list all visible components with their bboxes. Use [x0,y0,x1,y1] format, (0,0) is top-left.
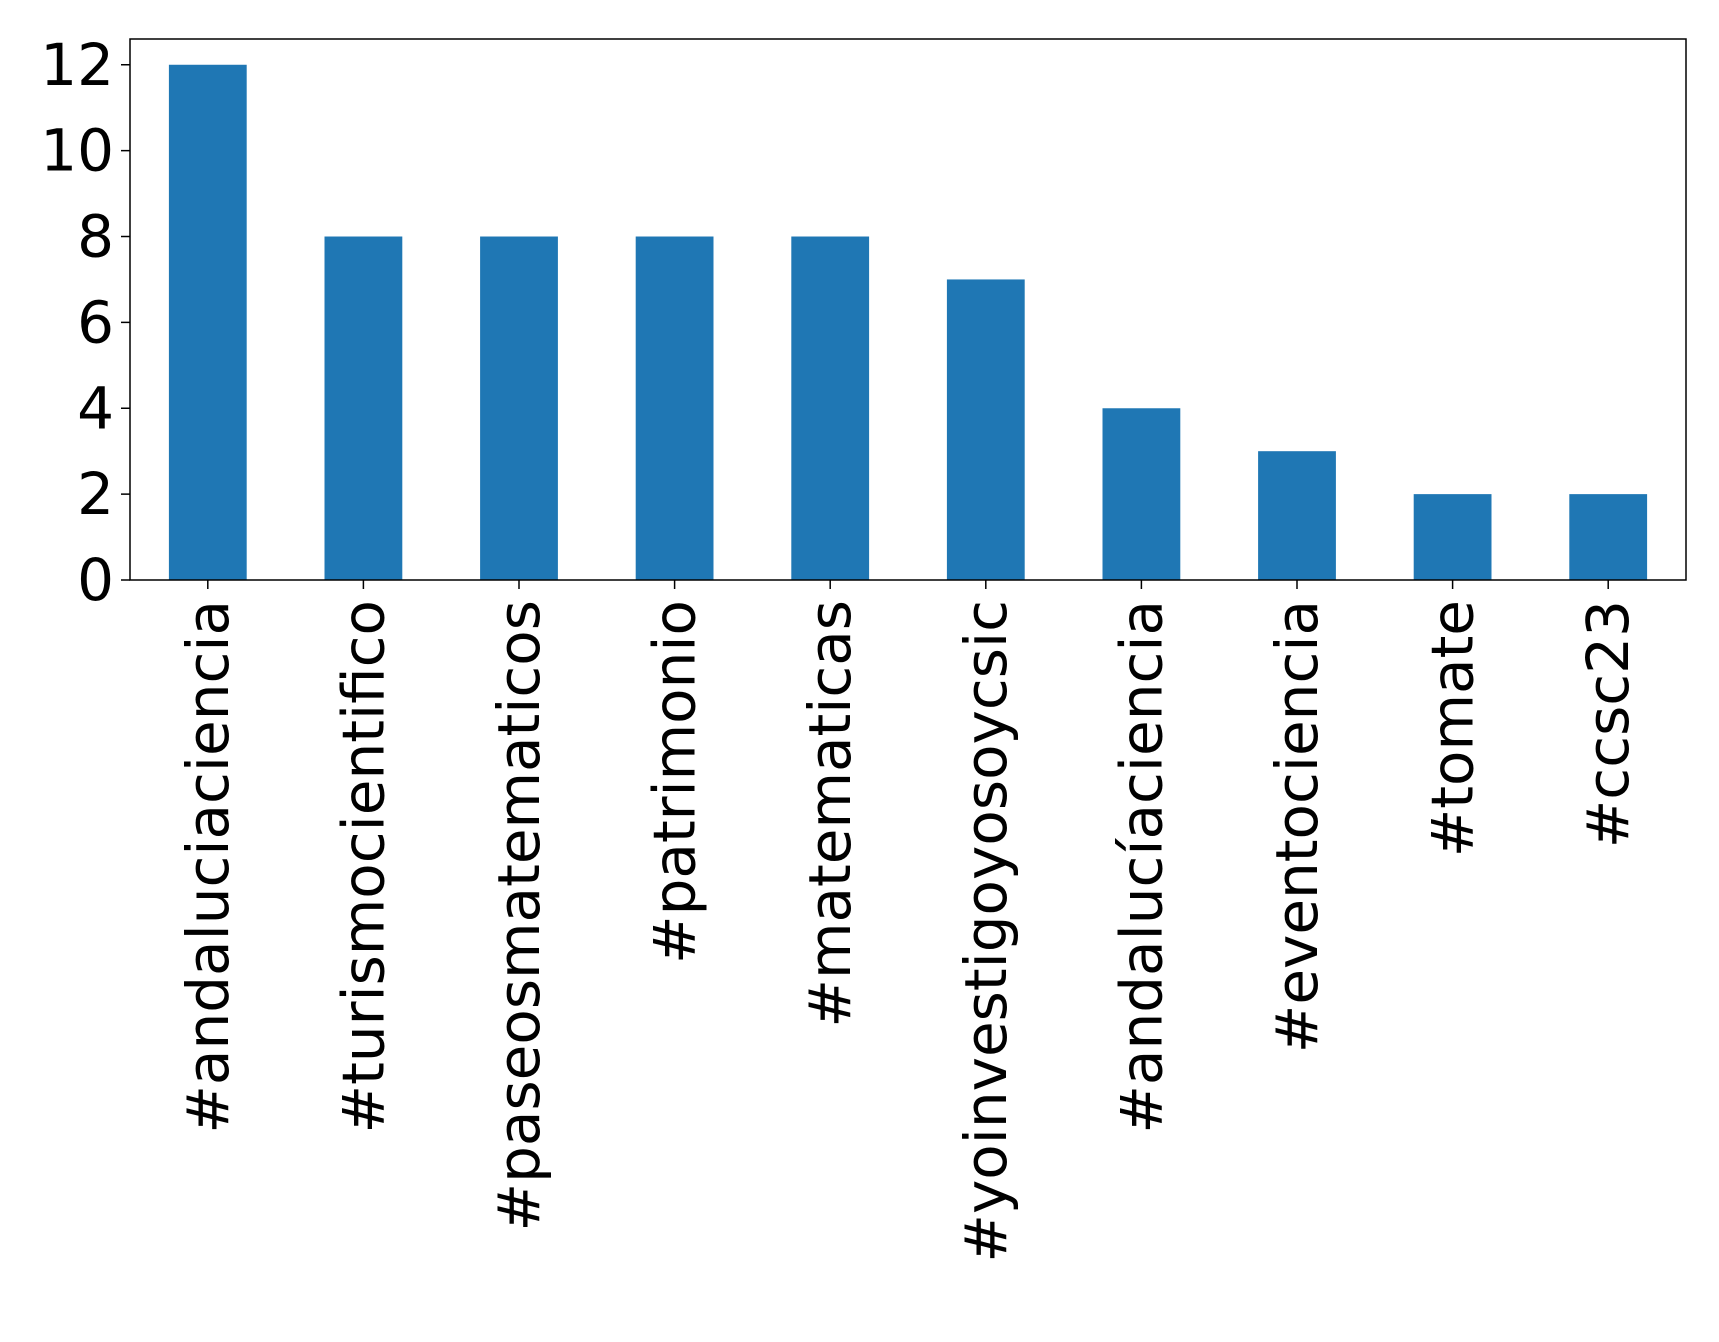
y-axis-ticks: 0 2 4 6 8 10 12 [40,31,130,614]
y-tick-label: 4 [77,374,114,442]
bar-eventociencia [1258,451,1336,580]
bar-patrimonio [635,236,714,580]
x-tick-label: #matematicas [796,600,864,1028]
y-tick-label: 12 [40,31,114,99]
bar-matematicas [791,236,870,580]
x-tick-label: #andaluciaciencia [174,600,242,1134]
x-tick-label: #yoinvestigoyosoycsic [952,600,1020,1263]
bars-group [168,64,1648,580]
x-tick-label: #patrimonio [641,600,709,964]
x-tick-label: #tomate [1419,600,1487,857]
bar-andalucaciencia [1102,408,1181,580]
x-tick-label: #paseosmatematicos [485,600,553,1232]
axes-frame [129,38,1687,581]
bar-tomate [1413,494,1492,580]
bar-ccsc23 [1569,494,1648,580]
x-tick-label: #andalucíaciencia [1107,600,1175,1134]
bar-andaluciaciencia [168,64,247,580]
y-tick-label: 0 [77,546,114,614]
y-tick-label: 2 [77,460,114,528]
x-tick-label: #eventociencia [1263,600,1331,1053]
bar-turismocientifico [324,236,403,580]
bar-yoinvestigoyosoycsic [946,279,1025,580]
bar-paseosmatematicos [480,236,558,580]
x-tick-label: #turismocientifico [329,600,397,1133]
y-tick-label: 10 [40,117,114,185]
y-tick-label: 8 [77,203,114,271]
x-tick-label: #ccsc23 [1574,600,1642,848]
x-axis-ticks: #andaluciaciencia #turismocientifico #pase… [174,580,1642,1263]
y-tick-label: 6 [77,288,114,356]
